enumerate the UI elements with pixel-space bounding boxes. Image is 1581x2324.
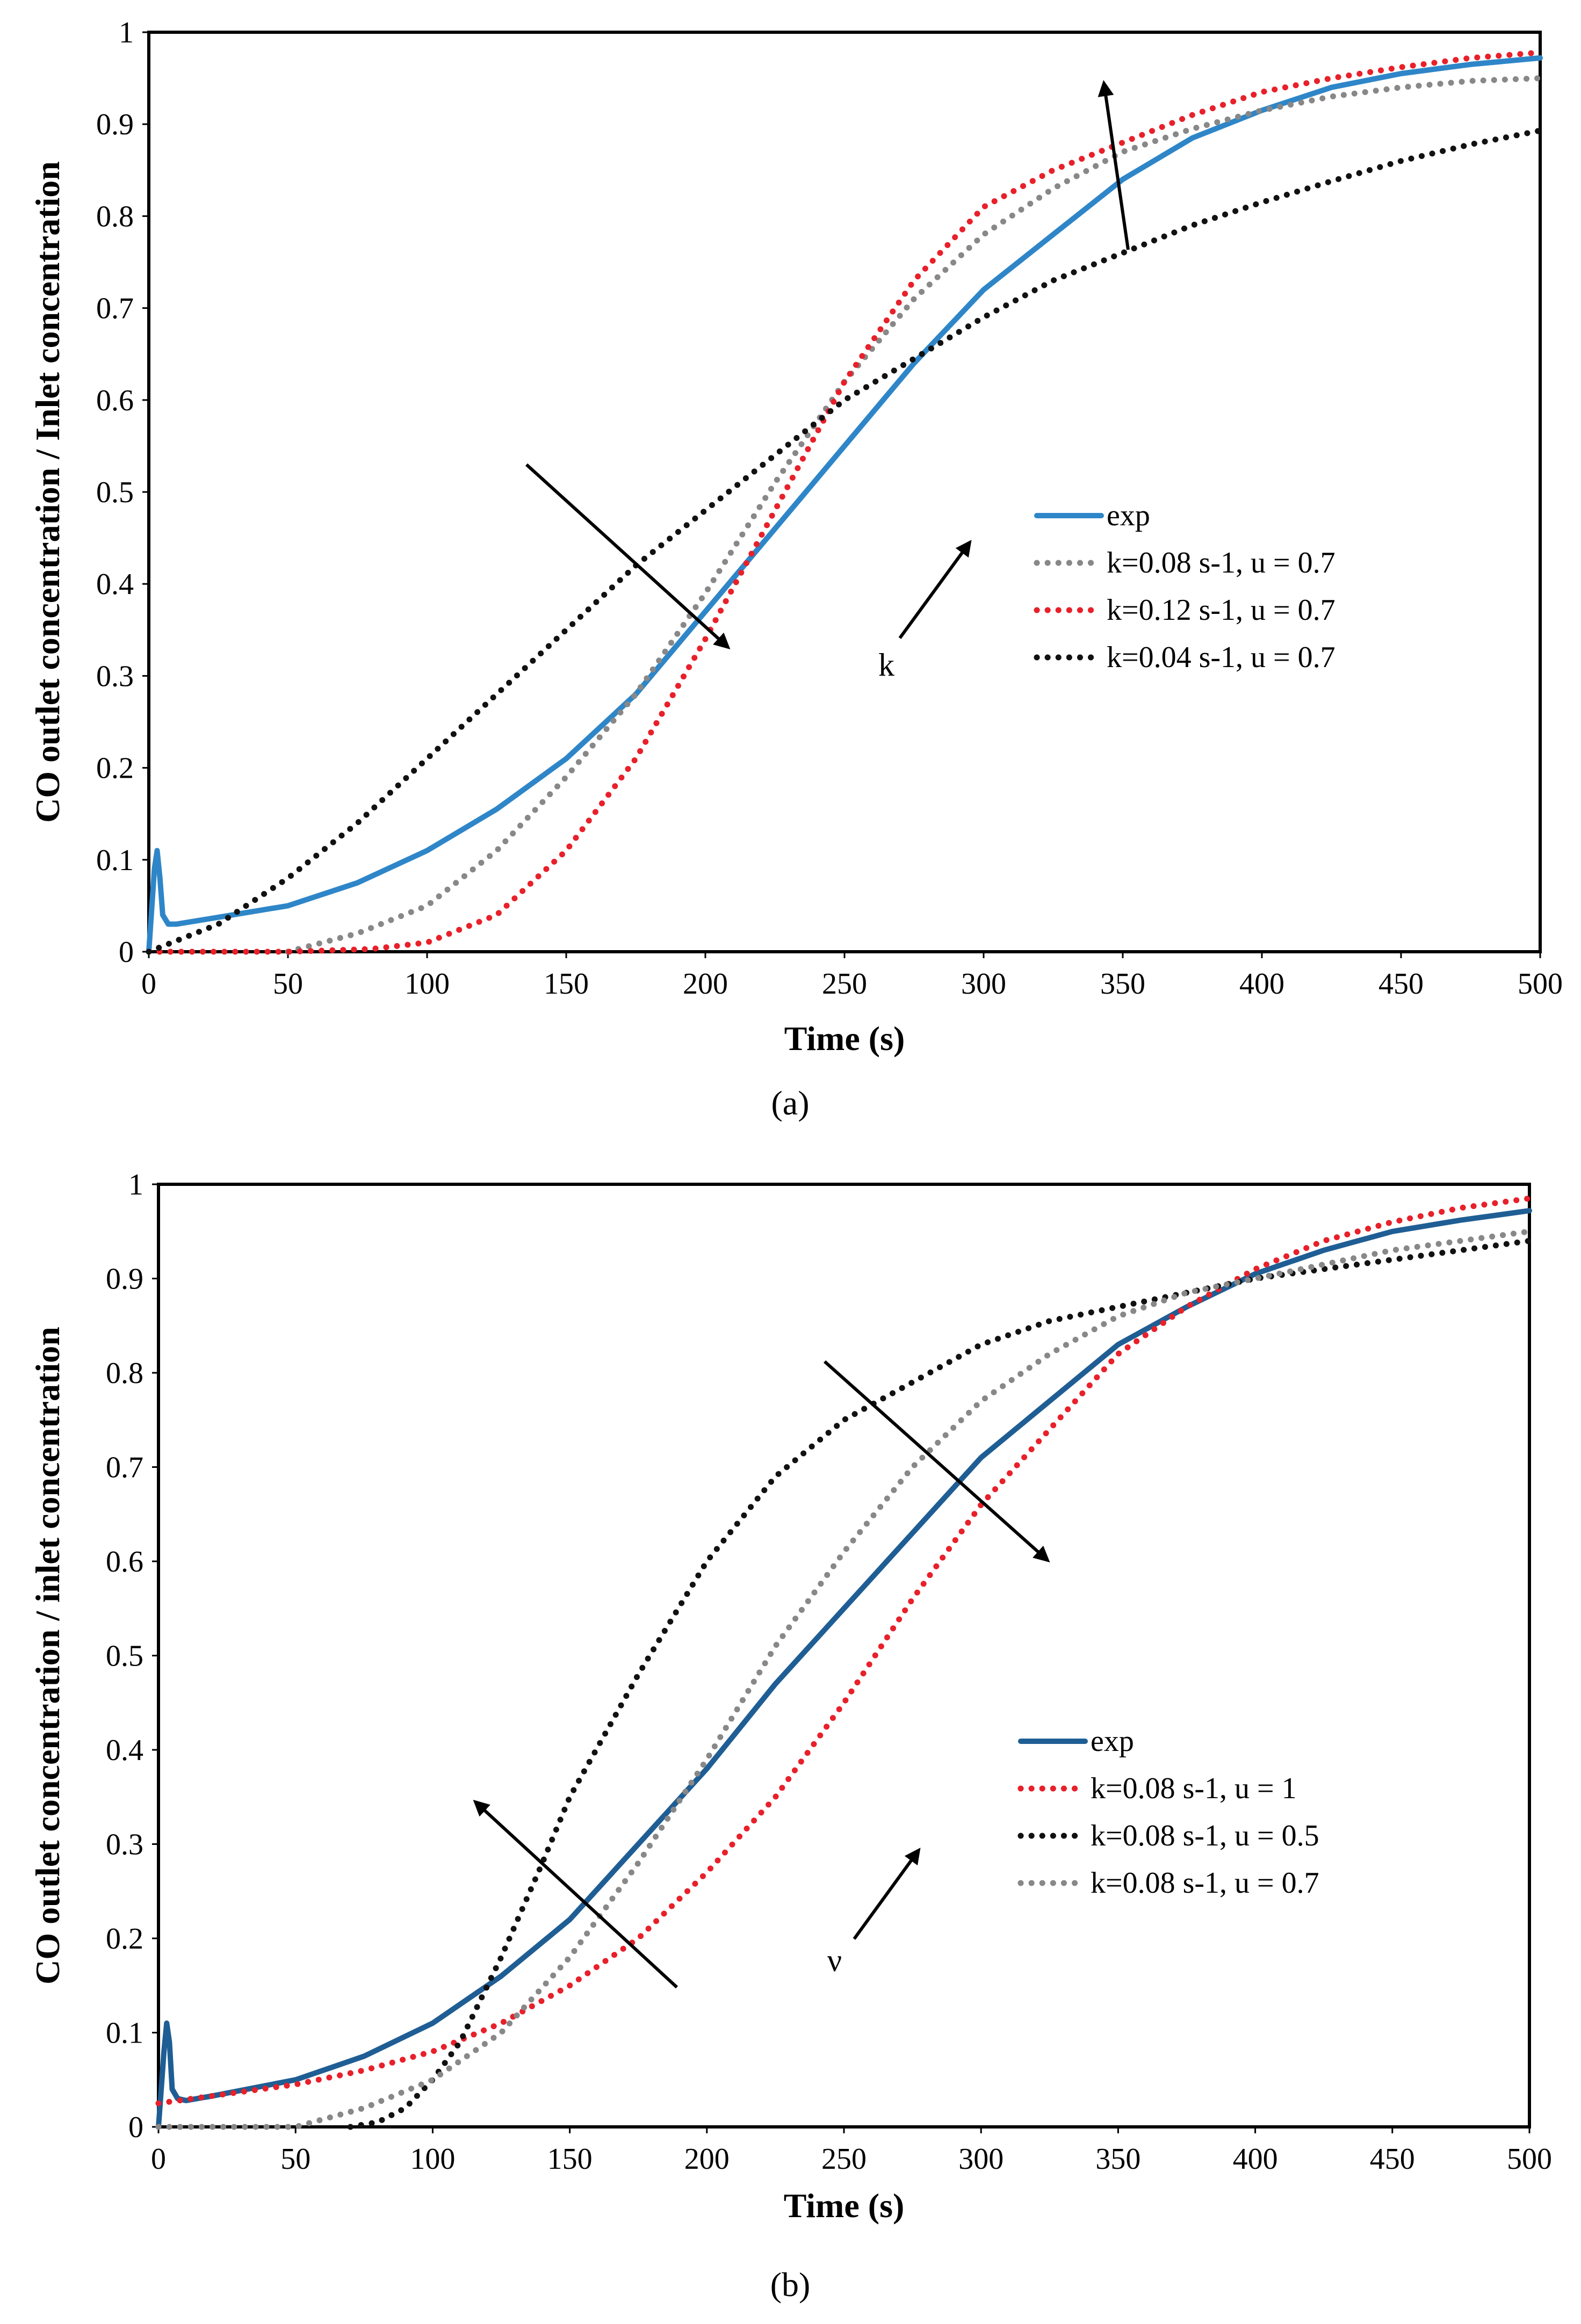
x-tick-label: 150 — [547, 2142, 593, 2176]
y-tick-label: 0.1 — [96, 844, 134, 877]
series-line-4 — [146, 127, 1543, 955]
legend-entry-label: k=0.04 s-1, u = 0.7 — [1107, 641, 1335, 674]
y-tick-label: 0.5 — [106, 1640, 143, 1673]
y-tick-label: 0.4 — [96, 568, 134, 601]
y-axis-title: CO outlet concentration / Inlet concentr… — [28, 161, 67, 823]
series-line-4 — [155, 1228, 1533, 2130]
y-tick-label: 0.1 — [106, 2017, 143, 2050]
x-tick-label: 150 — [544, 967, 589, 1001]
y-tick-label: 0.3 — [106, 1828, 143, 1862]
panel-label: (b) — [770, 2265, 811, 2304]
x-tick-label: 500 — [1518, 967, 1563, 1001]
x-tick-label: 400 — [1239, 967, 1284, 1001]
series-line-3 — [146, 49, 1543, 955]
y-tick-label: 0 — [128, 2111, 143, 2144]
plot-area — [157, 1183, 1531, 2128]
x-tick-label: 350 — [1095, 2142, 1140, 2176]
arrow-annotation-label: ν — [827, 1943, 842, 1978]
x-tick-label: 50 — [273, 967, 303, 1001]
x-tick-label: 300 — [961, 967, 1006, 1001]
panel-label: (a) — [771, 1084, 809, 1122]
annotation-arrow-2 — [473, 1799, 678, 1989]
annotation-arrow-3 — [898, 540, 972, 639]
x-tick-label: 200 — [684, 2142, 730, 2176]
x-tick-label: 250 — [821, 2142, 867, 2176]
plot-area — [147, 31, 1542, 953]
legend-entry-label: k=0.12 s-1, u = 0.7 — [1107, 593, 1335, 627]
legend-entry-label: exp — [1107, 499, 1150, 532]
chart-panel-b: 0 50 100 150 200 250 300 350 400 450 500 0 0.1 0.2 0.3… — [28, 1168, 1552, 2304]
y-tick-label: 0.9 — [96, 108, 134, 141]
y-tick-label: 0.9 — [106, 1263, 143, 1296]
x-tick-label: 200 — [683, 967, 728, 1001]
y-tick-label: 0.6 — [106, 1545, 143, 1579]
x-tick-label: 400 — [1233, 2142, 1278, 2176]
legend-entry-label: k=0.08 s-1, u = 0.5 — [1091, 1819, 1319, 1852]
y-tick-label: 0.2 — [106, 1922, 143, 1956]
chart-panel-a: 0 50 100 150 200 250 300 350 400 450 500 0 0.1 0.2 0.3… — [28, 16, 1563, 1122]
x-tick-label: 100 — [410, 2142, 455, 2176]
x-tick-label: 0 — [141, 967, 156, 1001]
x-axis-title: Time (s) — [784, 2187, 905, 2225]
annotation-arrow-2 — [1098, 80, 1130, 250]
y-tick-label: 0.5 — [96, 476, 134, 509]
legend: exp k=0.08 s-1, u = 0.7 k=0.12 s-1, u = 0.… — [1034, 499, 1335, 674]
x-tick-label: 300 — [958, 2142, 1004, 2176]
annotation-arrow-1 — [525, 463, 731, 650]
y-tick-label: 0.3 — [96, 660, 134, 693]
arrow-annotation-label: k — [878, 647, 894, 683]
x-tick-label: 450 — [1378, 967, 1424, 1001]
y-axis-title: CO outlet concentration / inlet concentr… — [28, 1327, 67, 1985]
legend-entry-label: k=0.08 s-1, u = 1 — [1091, 1772, 1297, 1805]
y-tick-label: 1 — [119, 16, 134, 49]
annotation-arrow-3 — [853, 1848, 921, 1940]
y-tick-label: 0.7 — [96, 292, 134, 325]
y-tick-label: 0.8 — [96, 200, 134, 233]
legend: exp k=0.08 s-1, u = 1 k=0.08 s-1, u = 0.5 k… — [1017, 1725, 1319, 1900]
x-tick-label: 450 — [1370, 2142, 1415, 2176]
y-tick-label: 0 — [119, 936, 134, 969]
x-axis-title: Time (s) — [784, 1019, 905, 1058]
y-tick-label: 0.7 — [106, 1451, 143, 1485]
legend-entry-label: k=0.08 s-1, u = 0.7 — [1107, 546, 1335, 580]
x-tick-label: 350 — [1100, 967, 1145, 1001]
series-line-1 — [156, 1208, 1532, 2130]
y-tick-label: 0.8 — [106, 1357, 143, 1390]
legend-entry-label: k=0.08 s-1, u = 0.7 — [1091, 1866, 1319, 1900]
y-tick-label: 0.2 — [96, 752, 134, 785]
series-line-2 — [155, 1195, 1533, 2106]
x-tick-label: 50 — [280, 2142, 311, 2176]
x-tick-label: 100 — [405, 967, 450, 1001]
legend-entry-label: exp — [1091, 1725, 1134, 1758]
y-tick-label: 1 — [128, 1168, 143, 1201]
x-tick-label: 0 — [151, 2142, 166, 2176]
annotation-arrow-1 — [824, 1360, 1050, 1562]
series-line-2 — [285, 75, 1543, 955]
x-tick-label: 500 — [1507, 2142, 1552, 2176]
x-tick-label: 250 — [822, 967, 867, 1001]
y-tick-label: 0.4 — [106, 1734, 143, 1767]
y-tick-label: 0.6 — [96, 384, 134, 417]
series-line-3 — [347, 1237, 1533, 2130]
